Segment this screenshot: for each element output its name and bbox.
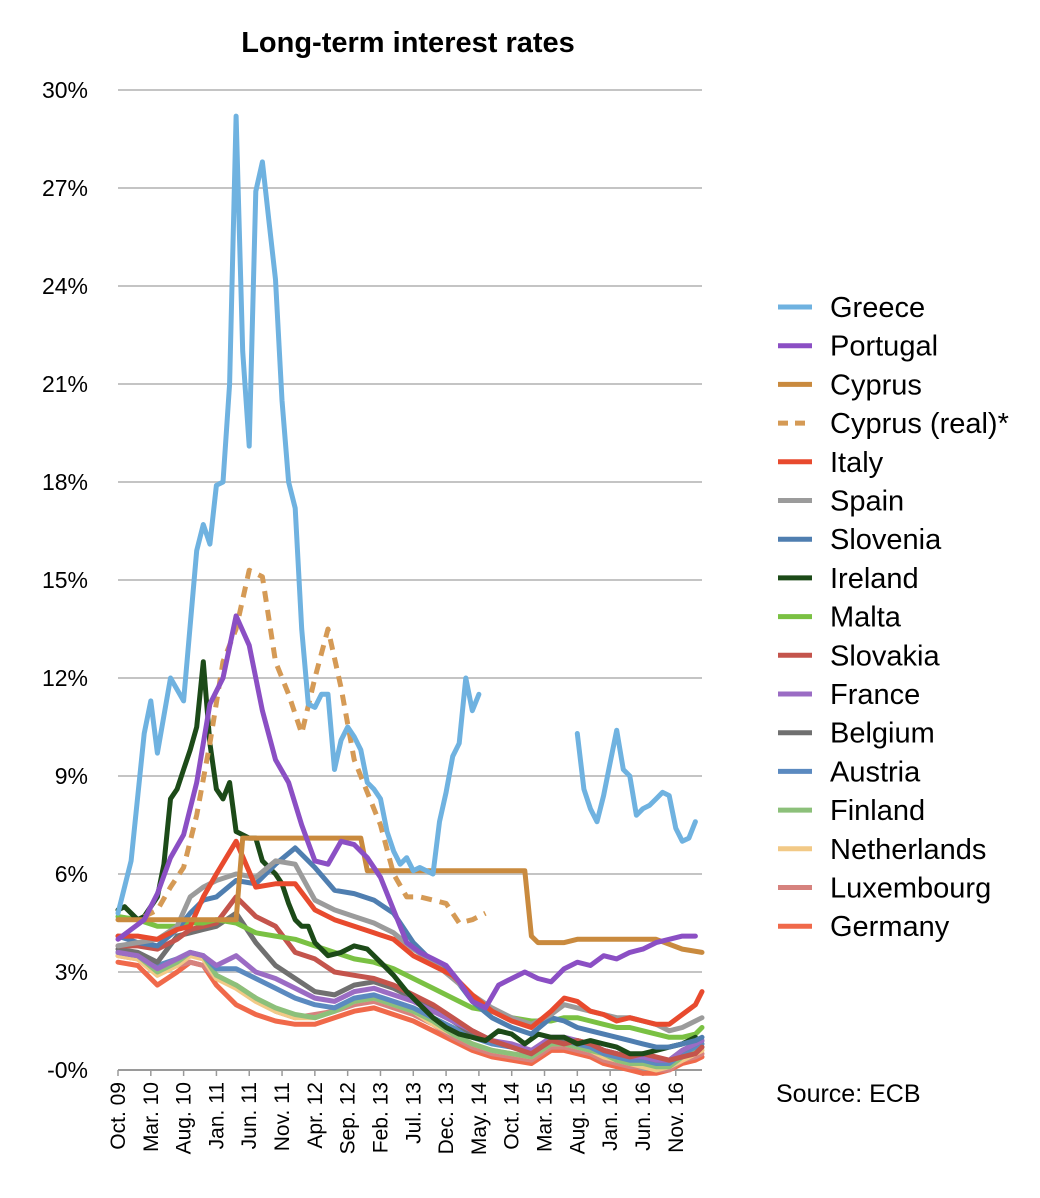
x-tick-label: Jan. 11 (205, 1082, 228, 1149)
y-tick-label: 21% (42, 371, 88, 397)
legend-label-france: France (830, 679, 920, 711)
x-tick-label: Feb. 13 (369, 1082, 392, 1153)
x-tick-label: Apr. 12 (304, 1082, 327, 1149)
x-tick-label: Mar. 15 (534, 1082, 557, 1152)
source-note: Source: ECB (776, 1080, 921, 1108)
legend-label-slovenia: Slovenia (830, 524, 942, 556)
y-tick-label: 6% (55, 861, 88, 887)
y-tick-label: 30% (42, 77, 88, 103)
x-tick-label: Oct. 09 (107, 1082, 130, 1150)
legend-label-belgium: Belgium (830, 718, 935, 750)
x-tick-label: Jun. 11 (238, 1082, 261, 1149)
x-tick-label: Nov. 11 (271, 1082, 294, 1151)
y-tick-label: 15% (42, 567, 88, 593)
legend-label-slovakia: Slovakia (830, 640, 940, 672)
legend-label-ireland: Ireland (830, 563, 919, 595)
y-tick-label: -0% (47, 1057, 88, 1083)
x-tick-label: Aug. 10 (173, 1082, 196, 1154)
series-line-germany (115, 959, 705, 1076)
chart-title: Long-term interest rates (241, 27, 575, 59)
series-line-cyprus-real (143, 567, 487, 926)
x-tick-label: Jul. 13 (402, 1082, 425, 1144)
series-line-ireland (115, 659, 698, 1057)
y-tick-label: 9% (55, 763, 88, 789)
x-tick-label: Aug. 15 (566, 1082, 589, 1154)
legend-label-malta: Malta (830, 602, 902, 634)
legend-label-finland: Finland (830, 795, 925, 827)
legend-label-germany: Germany (830, 911, 950, 943)
legend: Greece Portugal Cyprus Cyprus (real)* Italy S… (778, 292, 1009, 943)
x-tick-label: Oct. 14 (501, 1082, 524, 1150)
legend-label-cyprus-real: Cyprus (real)* (830, 408, 1009, 440)
y-tick-label: 24% (42, 273, 88, 299)
x-axis-ticks: Oct. 09 Mar. 10 Aug. 10 Jan. 11 Jun. 11 Nov. … (107, 1069, 702, 1155)
legend-label-cyprus: Cyprus (830, 369, 922, 401)
legend-label-greece: Greece (830, 292, 925, 324)
series-line-cyprus (115, 835, 705, 955)
x-tick-label: Sep. 12 (337, 1082, 360, 1154)
legend-label-portugal: Portugal (830, 331, 938, 363)
x-tick-label: May. 14 (468, 1082, 491, 1155)
series-line-italy (115, 838, 705, 1030)
y-axis-ticks: -0% 3% 6% 9% 12% 15% 18% 21% 24% 27% 30% (42, 77, 88, 1083)
legend-label-netherlands: Netherlands (830, 834, 986, 866)
series-lines (115, 113, 705, 1076)
legend-label-spain: Spain (830, 486, 904, 518)
y-tick-label: 12% (42, 665, 88, 691)
legend-label-luxembourg: Luxembourg (830, 873, 991, 905)
x-tick-label: Jun. 16 (632, 1082, 655, 1151)
legend-label-austria: Austria (830, 756, 921, 788)
y-tick-label: 27% (42, 175, 88, 201)
x-tick-label: Mar. 10 (140, 1082, 163, 1152)
series-line-greece (115, 113, 482, 916)
x-tick-label: Dec. 13 (435, 1082, 458, 1154)
x-tick-label: Nov. 16 (665, 1082, 688, 1153)
series-line-slovakia (115, 894, 705, 1063)
legend-label-italy: Italy (830, 447, 884, 479)
y-tick-label: 18% (42, 469, 88, 495)
series-line-portugal (115, 613, 698, 1011)
series-line-greece (574, 727, 698, 844)
x-tick-label: Jan. 16 (599, 1082, 622, 1151)
y-tick-label: 3% (55, 959, 88, 985)
